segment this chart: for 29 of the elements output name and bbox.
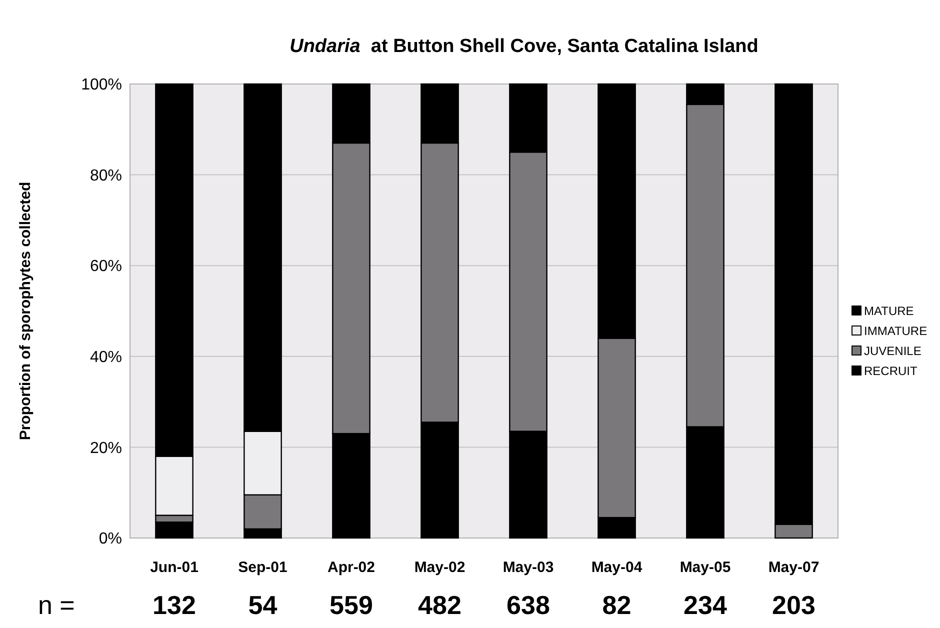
text: n =	[38, 590, 75, 620]
text: 82	[602, 590, 632, 620]
x-tick-label: May-07	[768, 559, 820, 576]
text: 559	[330, 590, 373, 620]
y-tick-label: 80%	[90, 167, 122, 184]
text: 203	[772, 590, 816, 620]
y-tick-label: 60%	[90, 258, 122, 276]
x-tick-label: Jun-01	[150, 559, 198, 576]
text: 234	[684, 590, 728, 620]
y-axis-title: Proportion of sporophytes collected	[17, 182, 34, 440]
text: 132	[152, 590, 196, 620]
y-tick-label: 20%	[90, 440, 122, 457]
text: 638	[506, 590, 550, 620]
legend-label: IMMATURE	[864, 324, 928, 338]
y-tick-label: 100%	[81, 76, 122, 94]
legend-label: MATURE	[864, 304, 914, 318]
legend-label: RECRUIT	[864, 364, 918, 378]
legend-label: JUVENILE	[864, 344, 922, 358]
text: 482	[418, 590, 462, 620]
y-tick-label: 0%	[98, 530, 122, 548]
x-tick-label: Sep-01	[238, 559, 288, 576]
x-tick-label: May-05	[680, 559, 731, 576]
x-tick-label: May-04	[591, 559, 643, 576]
y-tick-label: 40%	[90, 349, 122, 366]
x-tick-label: May-03	[502, 559, 554, 576]
chart-title: Undaria at Button Shell Cove, Santa Catalina Island	[290, 36, 758, 57]
x-tick-label: May-02	[414, 559, 466, 576]
text: 54	[248, 590, 278, 620]
x-tick-label: Apr-02	[327, 559, 376, 576]
